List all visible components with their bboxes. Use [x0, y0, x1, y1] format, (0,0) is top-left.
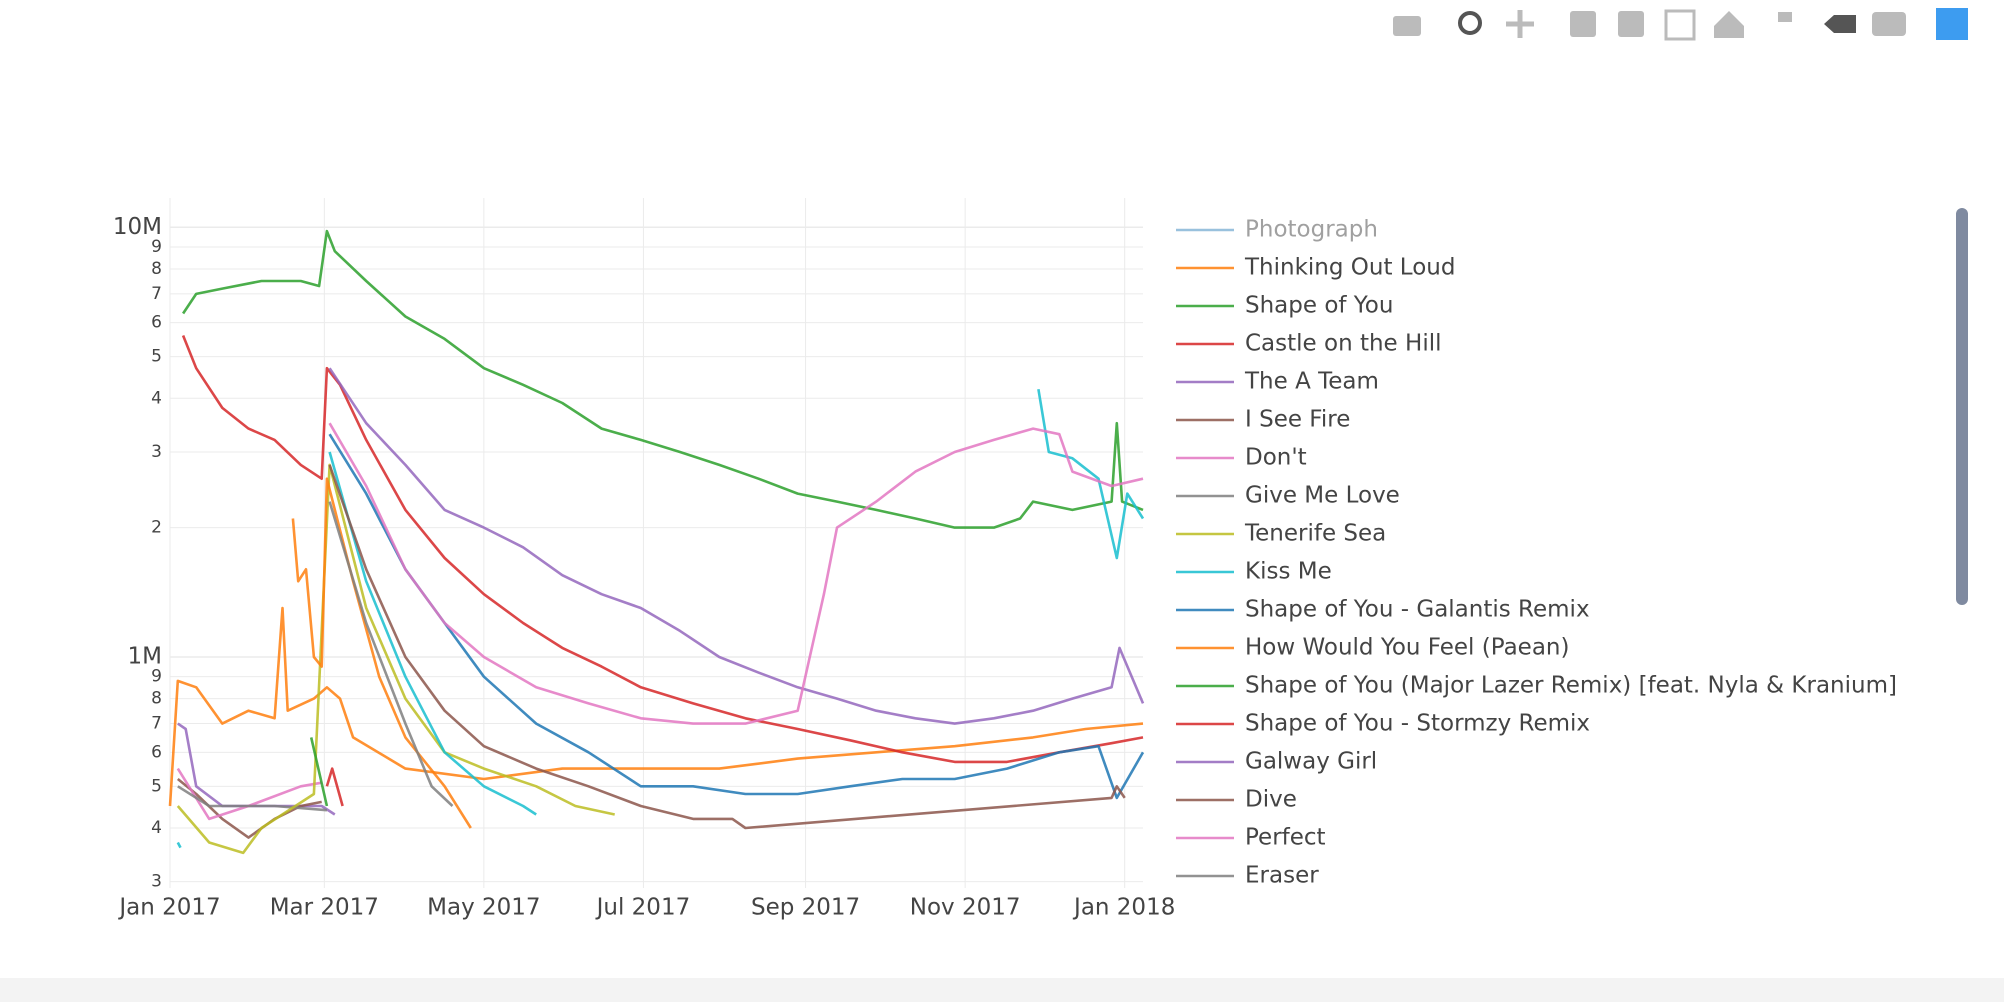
- legend-entry[interactable]: Don't: [1245, 445, 1307, 471]
- x-tick-label: Sep 2017: [751, 895, 860, 921]
- legend-entry[interactable]: The A Team: [1244, 369, 1379, 395]
- legend-entry[interactable]: Thinking Out Loud: [1244, 255, 1455, 281]
- legend-entry[interactable]: I See Fire: [1245, 407, 1350, 433]
- series-line: [176, 463, 615, 855]
- plotly-logo[interactable]: [1936, 8, 1968, 40]
- y-tick-label: 6: [151, 742, 162, 762]
- series-line: [176, 388, 1145, 849]
- legend-entry[interactable]: How Would You Feel (Paean): [1245, 635, 1569, 661]
- legend-entry[interactable]: Castle on the Hill: [1245, 331, 1442, 357]
- legend-entry[interactable]: Shape of You - Galantis Remix: [1245, 597, 1590, 623]
- hover-compare-icon[interactable]: [1872, 12, 1906, 36]
- zoom-out-icon[interactable]: [1618, 11, 1644, 37]
- series-line: [328, 367, 1145, 725]
- legend-entry[interactable]: Eraser: [1245, 863, 1319, 889]
- legend-entry[interactable]: Kiss Me: [1245, 559, 1332, 585]
- footer-strip: [0, 978, 2004, 1002]
- y-tick-label: 5: [151, 347, 162, 367]
- series-line: [328, 422, 1144, 725]
- legend-entry[interactable]: Shape of You: [1245, 293, 1393, 319]
- y-tick-label: 6: [151, 313, 162, 333]
- x-tick-label: Mar 2017: [270, 895, 379, 921]
- hover-closest-icon[interactable]: [1824, 15, 1856, 33]
- y-tick-label: 8: [151, 689, 162, 709]
- legend-entry[interactable]: Tenerife Sea: [1244, 521, 1386, 547]
- legend-entry[interactable]: Photograph: [1245, 217, 1378, 243]
- camera-icon[interactable]: [1393, 16, 1421, 36]
- legend-entry[interactable]: Galway Girl: [1245, 749, 1377, 775]
- y-tick-label: 3: [151, 442, 162, 462]
- home-icon[interactable]: [1714, 11, 1744, 38]
- zoom-icon[interactable]: [1458, 11, 1482, 35]
- y-tick-label: 9: [151, 667, 162, 687]
- y-tick-label: 10M: [113, 214, 162, 240]
- legend-entry[interactable]: Give Me Love: [1245, 483, 1400, 509]
- y-tick-label: 7: [151, 284, 162, 304]
- x-tick-label: May 2017: [427, 895, 540, 921]
- y-tick-label: 4: [151, 818, 162, 838]
- spike-icon[interactable]: [1778, 12, 1792, 22]
- series-line: [168, 606, 1144, 807]
- y-tick-label: 3: [151, 872, 162, 892]
- legend-entry[interactable]: Shape of You - Stormzy Remix: [1245, 711, 1590, 737]
- series-line: [309, 737, 329, 807]
- y-tick-label: 5: [151, 776, 162, 796]
- legend-entry[interactable]: Perfect: [1245, 825, 1326, 851]
- x-tick-label: Jan 2017: [117, 895, 220, 921]
- y-tick-label: 1M: [128, 643, 162, 669]
- x-tick-label: Jan 2018: [1072, 895, 1175, 921]
- series-line: [325, 767, 344, 807]
- series-line: [182, 229, 1144, 529]
- y-tick-label: 4: [151, 388, 162, 408]
- legend-entry[interactable]: Shape of You (Major Lazer Remix) [feat. …: [1245, 673, 1897, 699]
- series-line: [181, 335, 1144, 764]
- y-tick-label: 7: [151, 714, 162, 734]
- x-tick-label: Jul 2017: [595, 895, 691, 921]
- series-line: [328, 433, 1145, 800]
- modebar: [1393, 8, 1968, 41]
- y-tick-label: 2: [151, 518, 162, 538]
- pan-icon[interactable]: [1506, 10, 1534, 38]
- series-line: [177, 722, 336, 816]
- series-line: [177, 785, 328, 812]
- y-tick-label: 8: [151, 259, 162, 279]
- y-tick-label: 9: [151, 237, 162, 257]
- zoom-in-icon[interactable]: [1570, 11, 1596, 37]
- series-line: [176, 767, 322, 821]
- legend-entry[interactable]: Dive: [1245, 787, 1297, 813]
- legend-scrollbar[interactable]: [1956, 208, 1968, 605]
- autoscale-icon[interactable]: [1664, 9, 1696, 41]
- series-line: [176, 777, 322, 839]
- x-tick-label: Nov 2017: [910, 895, 1021, 921]
- series-line: [328, 464, 1126, 830]
- series-line: [328, 501, 454, 807]
